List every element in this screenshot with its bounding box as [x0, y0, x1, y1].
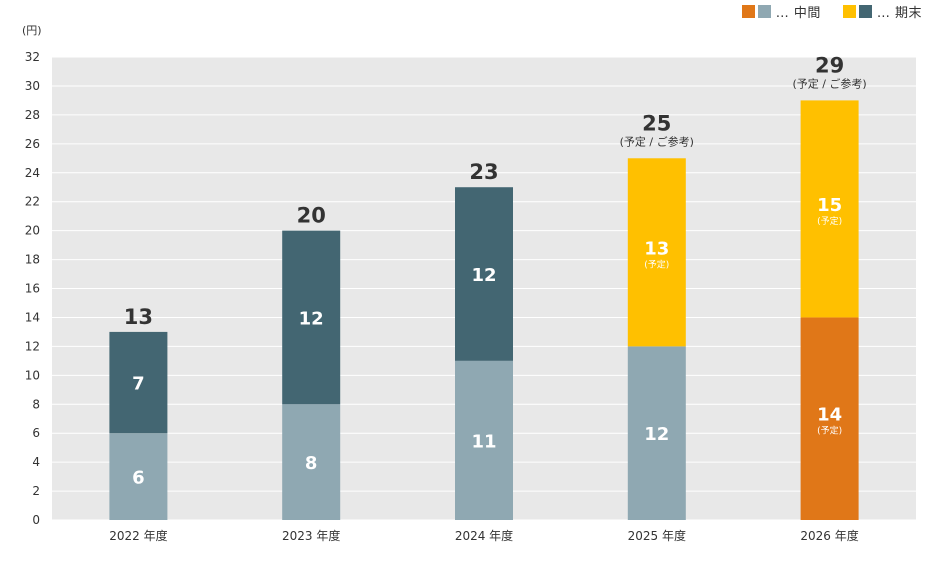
legend-swatch-year-end-forecast	[842, 5, 856, 18]
bar-interim-4	[800, 317, 859, 520]
bar-interim-2	[455, 360, 513, 520]
y-tick-label-8: 8	[32, 397, 40, 411]
x-tick-label-4: 2026 年度	[800, 528, 858, 543]
y-tick-label-16: 16	[25, 282, 40, 296]
y-tick-label-18: 18	[25, 253, 40, 267]
x-tick-label-0: 2022 年度	[109, 528, 167, 543]
legend-swatch-interim-actual	[757, 5, 771, 18]
y-axis-unit-label: (円)	[22, 24, 42, 37]
bar-interim-1	[282, 404, 341, 520]
bar-value-label-year-end-2: 12	[471, 265, 496, 286]
bar-value-label-interim-3: 12	[644, 424, 669, 445]
bar-value-label-interim-1: 8	[305, 453, 318, 474]
legend-label-interim: … 中間	[775, 6, 821, 21]
legend-item-year-end: … 期末	[842, 2, 922, 21]
chart-legend: … 中間 … 期末	[720, 2, 922, 21]
x-tick-label-1: 2023 年度	[282, 528, 340, 543]
legend-swatch-year-end-actual	[858, 5, 872, 18]
x-tick-label-2: 2024 年度	[455, 528, 513, 543]
y-tick-label-6: 6	[32, 426, 40, 440]
y-tick-label-4: 4	[32, 455, 40, 469]
x-tick-label-3: 2025 年度	[628, 528, 686, 543]
bar-value-label-interim-0: 6	[132, 468, 145, 489]
bar-year-end-2	[455, 187, 513, 361]
total-note-4: (予定 / ご参考)	[792, 76, 866, 90]
bar-value-label-year-end-3: 13	[644, 238, 669, 259]
legend-swatch-interim-forecast	[741, 5, 755, 18]
y-tick-label-12: 12	[25, 339, 40, 353]
bar-interim-3	[627, 346, 686, 520]
y-tick-label-26: 26	[25, 137, 40, 151]
bar-value-label-year-end-4: 15	[817, 195, 842, 216]
total-label-0: 13	[124, 305, 153, 329]
total-note-3: (予定 / ご参考)	[620, 134, 694, 148]
y-tick-label-28: 28	[25, 108, 40, 122]
y-tick-label-10: 10	[25, 368, 40, 382]
y-tick-label-2: 2	[32, 484, 40, 498]
y-tick-label-24: 24	[25, 166, 40, 180]
total-label-2: 23	[469, 160, 498, 184]
total-label-1: 20	[297, 204, 326, 228]
y-tick-label-14: 14	[25, 310, 40, 324]
bar-sublabel-year-end-4: (予定)	[817, 215, 842, 227]
bar-year-end-4	[800, 100, 859, 318]
y-tick-label-22: 22	[25, 195, 40, 209]
legend-item-interim: … 中間	[741, 2, 821, 21]
bar-year-end-0	[109, 331, 168, 434]
bar-value-label-interim-4: 14	[817, 405, 842, 426]
bar-year-end-3	[627, 158, 686, 347]
bar-sublabel-year-end-3: (予定)	[644, 258, 669, 270]
bar-value-label-year-end-0: 7	[132, 374, 145, 395]
y-tick-label-20: 20	[25, 224, 40, 238]
y-tick-label-0: 0	[32, 513, 40, 527]
bar-interim-0	[109, 433, 168, 520]
y-tick-label-32: 32	[25, 50, 40, 64]
bar-year-end-1	[282, 230, 341, 405]
total-label-3: 25	[642, 111, 671, 135]
bar-value-label-interim-2: 11	[471, 431, 496, 452]
legend-label-year-end: … 期末	[876, 6, 922, 21]
bar-value-label-year-end-1: 12	[299, 308, 324, 329]
y-tick-label-30: 30	[25, 79, 40, 93]
total-label-4: 29	[815, 53, 844, 77]
bar-sublabel-interim-4: (予定)	[817, 425, 842, 437]
